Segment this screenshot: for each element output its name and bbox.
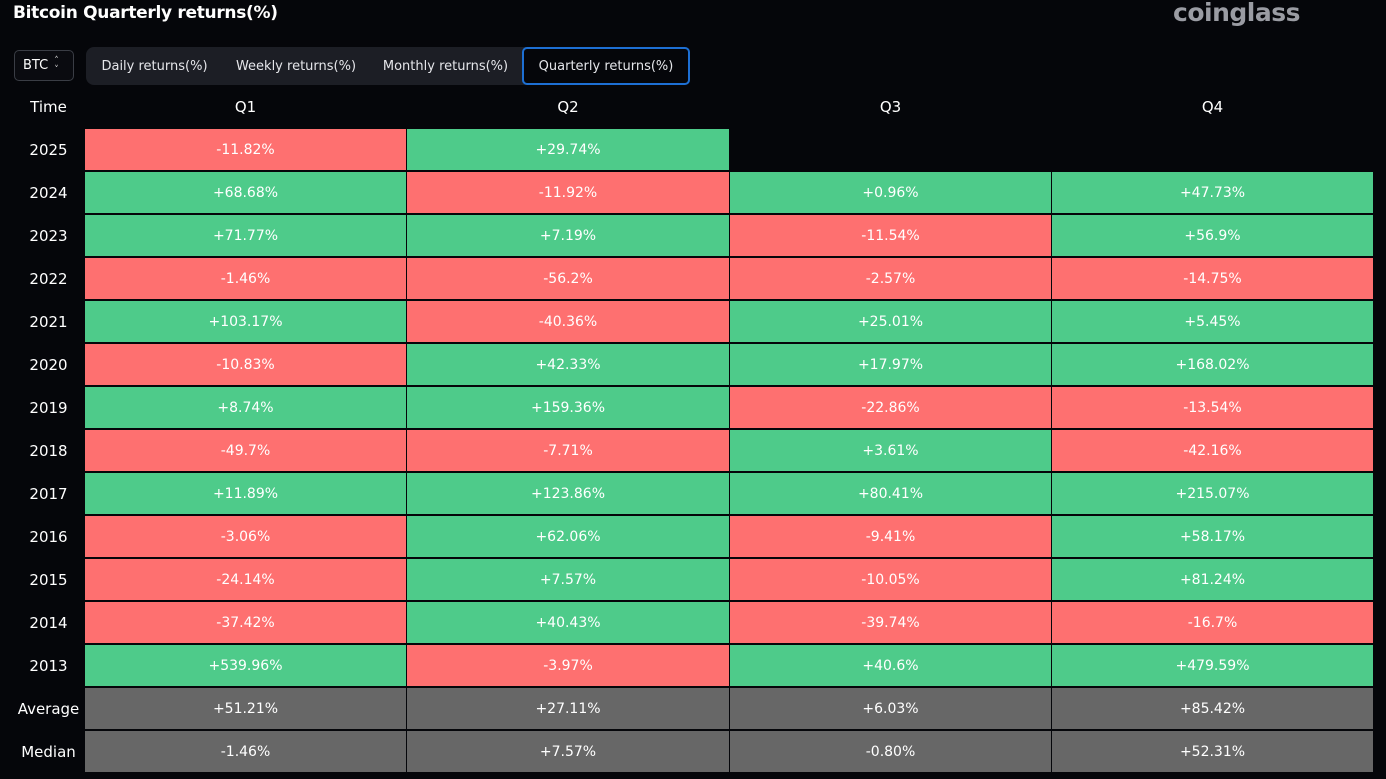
return-cell: +8.74% — [85, 387, 406, 428]
tab-label: Quarterly returns(%) — [538, 58, 674, 74]
return-cell: -24.14% — [85, 559, 406, 600]
return-cell: +40.43% — [407, 602, 729, 643]
return-cell: +11.89% — [85, 473, 406, 514]
return-cell: -49.7% — [85, 430, 406, 471]
summary-cell: +52.31% — [1052, 731, 1373, 772]
tab-label: Monthly returns(%) — [382, 58, 509, 74]
return-cell: +71.77% — [85, 215, 406, 256]
summary-cell: +85.42% — [1052, 688, 1373, 729]
return-cell: +25.01% — [730, 301, 1051, 342]
return-cell: +56.9% — [1052, 215, 1373, 256]
year-row-label: 2022 — [29, 269, 68, 288]
column-header-q4: Q4 — [1201, 97, 1224, 116]
chevron-up-down-icon: ˄ ˅ — [54, 55, 59, 75]
year-row-label: 2016 — [29, 527, 68, 546]
asset-select-value: BTC — [23, 58, 49, 73]
summary-cell: -1.46% — [85, 731, 406, 772]
return-cell: -16.7% — [1052, 602, 1373, 643]
return-cell: +479.59% — [1052, 645, 1373, 686]
return-cell: -11.92% — [407, 172, 729, 213]
return-cell: -40.36% — [407, 301, 729, 342]
year-row-label: 2014 — [29, 613, 68, 632]
return-cell: +5.45% — [1052, 301, 1373, 342]
return-cell: +7.57% — [407, 559, 729, 600]
column-header-q2: Q2 — [557, 97, 579, 116]
summary-cell: +51.21% — [85, 688, 406, 729]
return-cell: -10.05% — [730, 559, 1051, 600]
return-cell: +58.17% — [1052, 516, 1373, 557]
tab-daily-returns[interactable]: Daily returns(%) — [86, 47, 223, 85]
tab-label: Daily returns(%) — [101, 58, 208, 74]
return-cell: +47.73% — [1052, 172, 1373, 213]
return-cell: -1.46% — [85, 258, 406, 299]
summary-cell: +6.03% — [730, 688, 1051, 729]
return-cell: +80.41% — [730, 473, 1051, 514]
returns-period-tabs: Daily returns(%) Weekly returns(%) Month… — [86, 47, 690, 85]
summary-cell: +7.57% — [407, 731, 729, 772]
column-header-q1: Q1 — [234, 97, 257, 116]
return-cell: -11.82% — [85, 129, 406, 170]
year-row-label: 2015 — [29, 570, 68, 589]
return-cell: +539.96% — [85, 645, 406, 686]
return-cell: +17.97% — [730, 344, 1051, 385]
return-cell: -7.71% — [407, 430, 729, 471]
return-cell: -22.86% — [730, 387, 1051, 428]
return-cell: -42.16% — [1052, 430, 1373, 471]
return-cell: +159.36% — [407, 387, 729, 428]
return-cell: +68.68% — [85, 172, 406, 213]
summary-row-label: Average — [17, 699, 80, 718]
return-cell: +81.24% — [1052, 559, 1373, 600]
return-cell: +215.07% — [1052, 473, 1373, 514]
year-row-label: 2024 — [29, 183, 68, 202]
return-cell: -37.42% — [85, 602, 406, 643]
return-cell: +3.61% — [730, 430, 1051, 471]
year-row-label: 2018 — [29, 441, 68, 460]
return-cell: +40.6% — [730, 645, 1051, 686]
return-cell: +62.06% — [407, 516, 729, 557]
column-header-time: Time — [30, 97, 67, 116]
column-header-q3: Q3 — [879, 97, 902, 116]
return-cell: -3.97% — [407, 645, 729, 686]
tab-weekly-returns[interactable]: Weekly returns(%) — [223, 47, 369, 85]
tab-label: Weekly returns(%) — [235, 58, 357, 74]
return-cell: -3.06% — [85, 516, 406, 557]
asset-select[interactable]: BTC ˄ ˅ — [14, 50, 74, 81]
return-cell: -10.83% — [85, 344, 406, 385]
year-row-label: 2025 — [29, 140, 68, 159]
summary-row-label: Median — [21, 742, 76, 761]
return-cell: -14.75% — [1052, 258, 1373, 299]
year-row-label: 2017 — [29, 484, 68, 503]
return-cell: +103.17% — [85, 301, 406, 342]
year-row-label: 2019 — [29, 398, 68, 417]
return-cell: -39.74% — [730, 602, 1051, 643]
tab-monthly-returns[interactable]: Monthly returns(%) — [369, 47, 522, 85]
summary-cell: -0.80% — [730, 731, 1051, 772]
return-cell: +123.86% — [407, 473, 729, 514]
return-cell: +42.33% — [407, 344, 729, 385]
return-cell: +0.96% — [730, 172, 1051, 213]
page-title: Bitcoin Quarterly returns(%) — [13, 3, 278, 23]
return-cell: -9.41% — [730, 516, 1051, 557]
year-row-label: 2021 — [29, 312, 68, 331]
return-cell: +7.19% — [407, 215, 729, 256]
return-cell: -13.54% — [1052, 387, 1373, 428]
year-row-label: 2023 — [29, 226, 68, 245]
summary-cell: +27.11% — [407, 688, 729, 729]
return-cell: +29.74% — [407, 129, 729, 170]
year-row-label: 2020 — [29, 355, 68, 374]
return-cell: +168.02% — [1052, 344, 1373, 385]
return-cell: -11.54% — [730, 215, 1051, 256]
return-cell: -2.57% — [730, 258, 1051, 299]
tab-quarterly-returns[interactable]: Quarterly returns(%) — [522, 47, 690, 85]
year-row-label: 2013 — [29, 656, 68, 675]
coinglass-logo: coinglass — [1173, 0, 1300, 27]
return-cell: -56.2% — [407, 258, 729, 299]
